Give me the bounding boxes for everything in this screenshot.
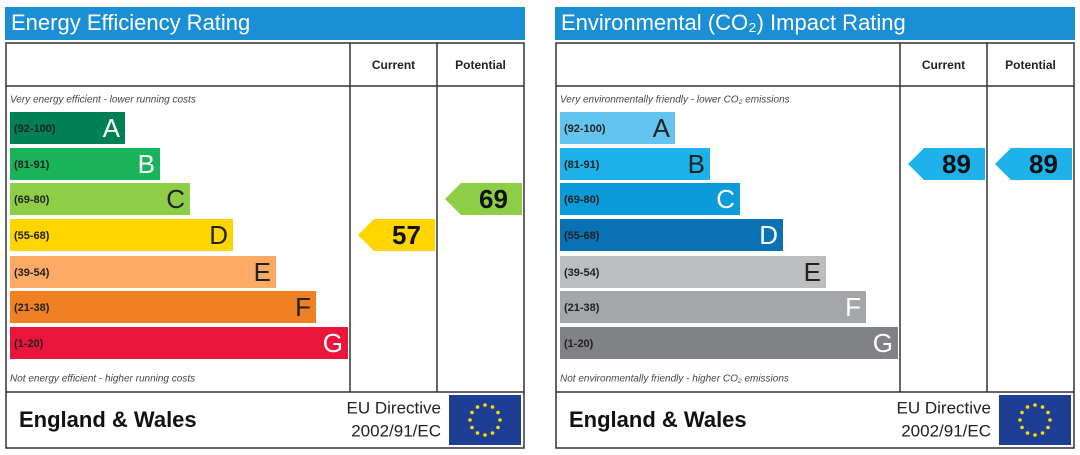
- eu-star: [1046, 425, 1050, 430]
- eu-flag: [999, 395, 1071, 445]
- band-range: (92-100): [564, 123, 606, 135]
- directive-text: 2002/91/EC: [901, 421, 991, 440]
- eu-star: [1025, 405, 1030, 409]
- eu-star: [468, 418, 472, 422]
- bottom-note: Not environmentally friendly - higher CO…: [560, 374, 789, 385]
- rating-value: 89: [1029, 149, 1058, 179]
- band-range: (39-54): [14, 267, 50, 279]
- panel-title: Energy Efficiency Rating: [11, 10, 250, 35]
- rating-arrow: [995, 148, 1072, 180]
- eu-star: [1025, 431, 1030, 435]
- band-letter: G: [873, 328, 893, 358]
- rating-band: [560, 327, 898, 359]
- rating-band: [560, 148, 710, 180]
- rating-band: [10, 327, 348, 359]
- band-letter: E: [254, 257, 271, 287]
- column-header: Current: [922, 58, 965, 72]
- band-letter: C: [166, 184, 185, 214]
- rating-band: [560, 219, 783, 251]
- band-range: (1-20): [564, 338, 594, 350]
- rating-arrow: [358, 219, 435, 251]
- eu-star: [496, 425, 500, 430]
- eu-star: [496, 410, 500, 415]
- rating-band: [560, 256, 826, 288]
- band-letter: A: [653, 113, 671, 143]
- rating-band: [560, 291, 866, 323]
- footer-region: England & Wales: [19, 407, 197, 432]
- eu-flag: [449, 395, 521, 445]
- band-letter: G: [323, 328, 343, 358]
- band-range: (69-80): [564, 194, 600, 206]
- band-letter: F: [845, 292, 861, 322]
- band-letter: A: [103, 113, 121, 143]
- panel-title: Environmental (CO₂) Impact Rating: [561, 10, 906, 35]
- eu-star: [1020, 410, 1024, 415]
- rating-value: 69: [479, 184, 508, 214]
- rating-arrow: [445, 183, 522, 215]
- directive-text: EU Directive: [897, 398, 991, 417]
- top-note: Very energy efficient - lower running co…: [10, 95, 196, 106]
- eu-star: [1040, 431, 1045, 435]
- band-letter: D: [209, 220, 228, 250]
- eu-star: [1033, 433, 1037, 437]
- title-bar: [555, 7, 1075, 40]
- band-letter: F: [295, 292, 311, 322]
- band-letter: C: [716, 184, 735, 214]
- band-range: (81-91): [14, 159, 50, 171]
- rating-band: [560, 112, 675, 144]
- rating-band: [10, 219, 233, 251]
- band-range: (55-68): [14, 230, 50, 242]
- rating-band: [10, 148, 160, 180]
- band-letter: E: [804, 257, 821, 287]
- panel-frame: [5, 42, 525, 449]
- band-range: (39-54): [564, 267, 600, 279]
- eu-star: [1048, 418, 1052, 422]
- band-letter: B: [138, 149, 155, 179]
- panel-frame: [555, 42, 1075, 449]
- bottom-note: Not energy efficient - higher running co…: [10, 374, 195, 385]
- rating-band: [10, 183, 190, 215]
- eu-star: [470, 410, 474, 415]
- footer-region: England & Wales: [569, 407, 747, 432]
- band-range: (69-80): [14, 194, 50, 206]
- column-header: Potential: [1005, 58, 1056, 72]
- band-range: (92-100): [14, 123, 56, 135]
- column-header: Current: [372, 58, 415, 72]
- eu-star: [475, 405, 480, 409]
- top-note: Very environmentally friendly - lower CO…: [560, 95, 790, 106]
- eu-star: [1046, 410, 1050, 415]
- eu-star: [475, 431, 480, 435]
- eu-star: [490, 431, 495, 435]
- eu-star: [1033, 403, 1037, 407]
- rating-value: 57: [392, 220, 421, 250]
- eu-star: [1020, 425, 1024, 430]
- eu-star: [483, 403, 487, 407]
- title-bar: [5, 7, 525, 40]
- eu-star: [498, 418, 502, 422]
- eu-star: [470, 425, 474, 430]
- rating-band: [560, 183, 740, 215]
- band-range: (21-38): [14, 302, 50, 314]
- band-range: (1-20): [14, 338, 44, 350]
- band-range: (21-38): [564, 302, 600, 314]
- column-header: Potential: [455, 58, 506, 72]
- eu-star: [1040, 405, 1045, 409]
- band-range: (55-68): [564, 230, 600, 242]
- band-range: (81-91): [564, 159, 600, 171]
- rating-band: [10, 256, 276, 288]
- band-letter: D: [759, 220, 778, 250]
- rating-value: 89: [942, 149, 971, 179]
- rating-band: [10, 112, 125, 144]
- directive-text: EU Directive: [347, 398, 441, 417]
- eu-star: [490, 405, 495, 409]
- eu-star: [1018, 418, 1022, 422]
- directive-text: 2002/91/EC: [351, 421, 441, 440]
- rating-arrow: [908, 148, 985, 180]
- eu-star: [483, 433, 487, 437]
- band-letter: B: [688, 149, 705, 179]
- rating-band: [10, 291, 316, 323]
